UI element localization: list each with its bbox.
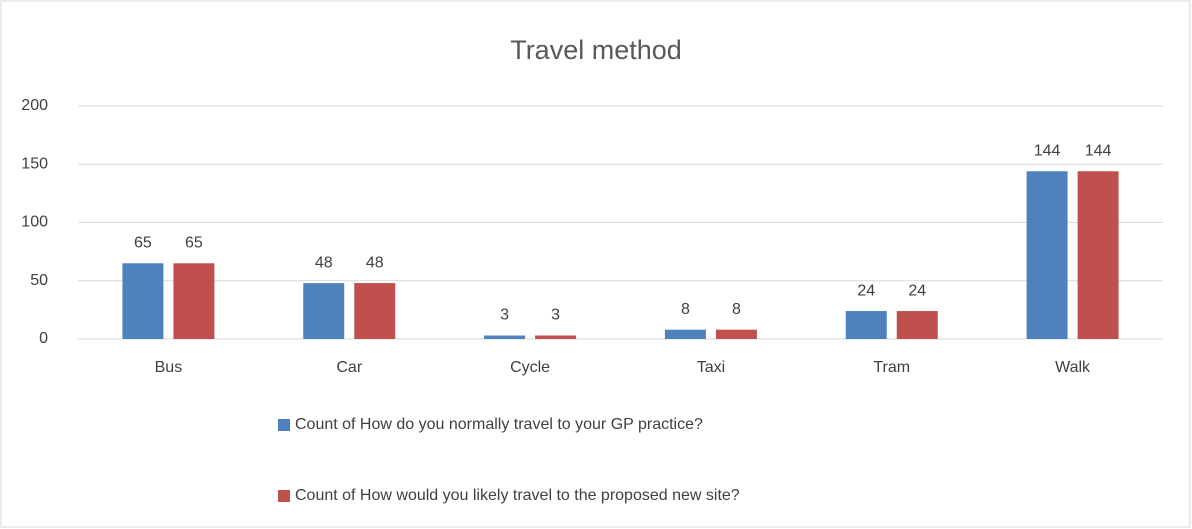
bar — [303, 283, 345, 339]
bar — [122, 263, 164, 339]
data-label: 24 — [908, 282, 926, 299]
y-tick-label: 200 — [21, 97, 48, 114]
bar — [896, 311, 938, 339]
data-label: 144 — [1034, 142, 1061, 159]
x-tick-label: Taxi — [697, 359, 725, 376]
data-label: 48 — [315, 254, 333, 271]
bar — [354, 283, 396, 339]
bar — [715, 329, 757, 339]
bar — [535, 335, 577, 339]
x-tick-label: Bus — [155, 359, 183, 376]
data-label: 144 — [1085, 142, 1112, 159]
x-tick-label: Car — [336, 359, 362, 376]
x-tick-label: Cycle — [510, 359, 550, 376]
legend-label: Count of How do you normally travel to y… — [295, 416, 703, 433]
bar — [845, 311, 887, 339]
y-tick-label: 50 — [30, 272, 48, 289]
x-tick-label: Walk — [1055, 359, 1091, 376]
data-label: 3 — [500, 307, 509, 324]
bar — [484, 335, 526, 339]
bar — [1026, 171, 1068, 339]
y-tick-label: 100 — [21, 214, 48, 231]
data-label: 8 — [681, 301, 690, 318]
data-label: 8 — [732, 301, 741, 318]
data-label: 3 — [551, 307, 560, 324]
data-label: 24 — [857, 282, 875, 299]
legend-label: Count of How would you likely travel to … — [295, 487, 740, 504]
data-label: 65 — [134, 234, 152, 251]
bar — [664, 329, 706, 339]
data-label: 65 — [185, 234, 203, 251]
legend-swatch — [278, 419, 290, 431]
y-tick-label: 150 — [21, 155, 48, 172]
y-tick-label: 0 — [39, 330, 48, 347]
x-tick-label: Tram — [873, 359, 910, 376]
data-label: 48 — [366, 254, 384, 271]
legend-swatch — [278, 490, 290, 502]
bar — [173, 263, 215, 339]
bar — [1077, 171, 1119, 339]
chart-title: Travel method — [510, 35, 682, 65]
